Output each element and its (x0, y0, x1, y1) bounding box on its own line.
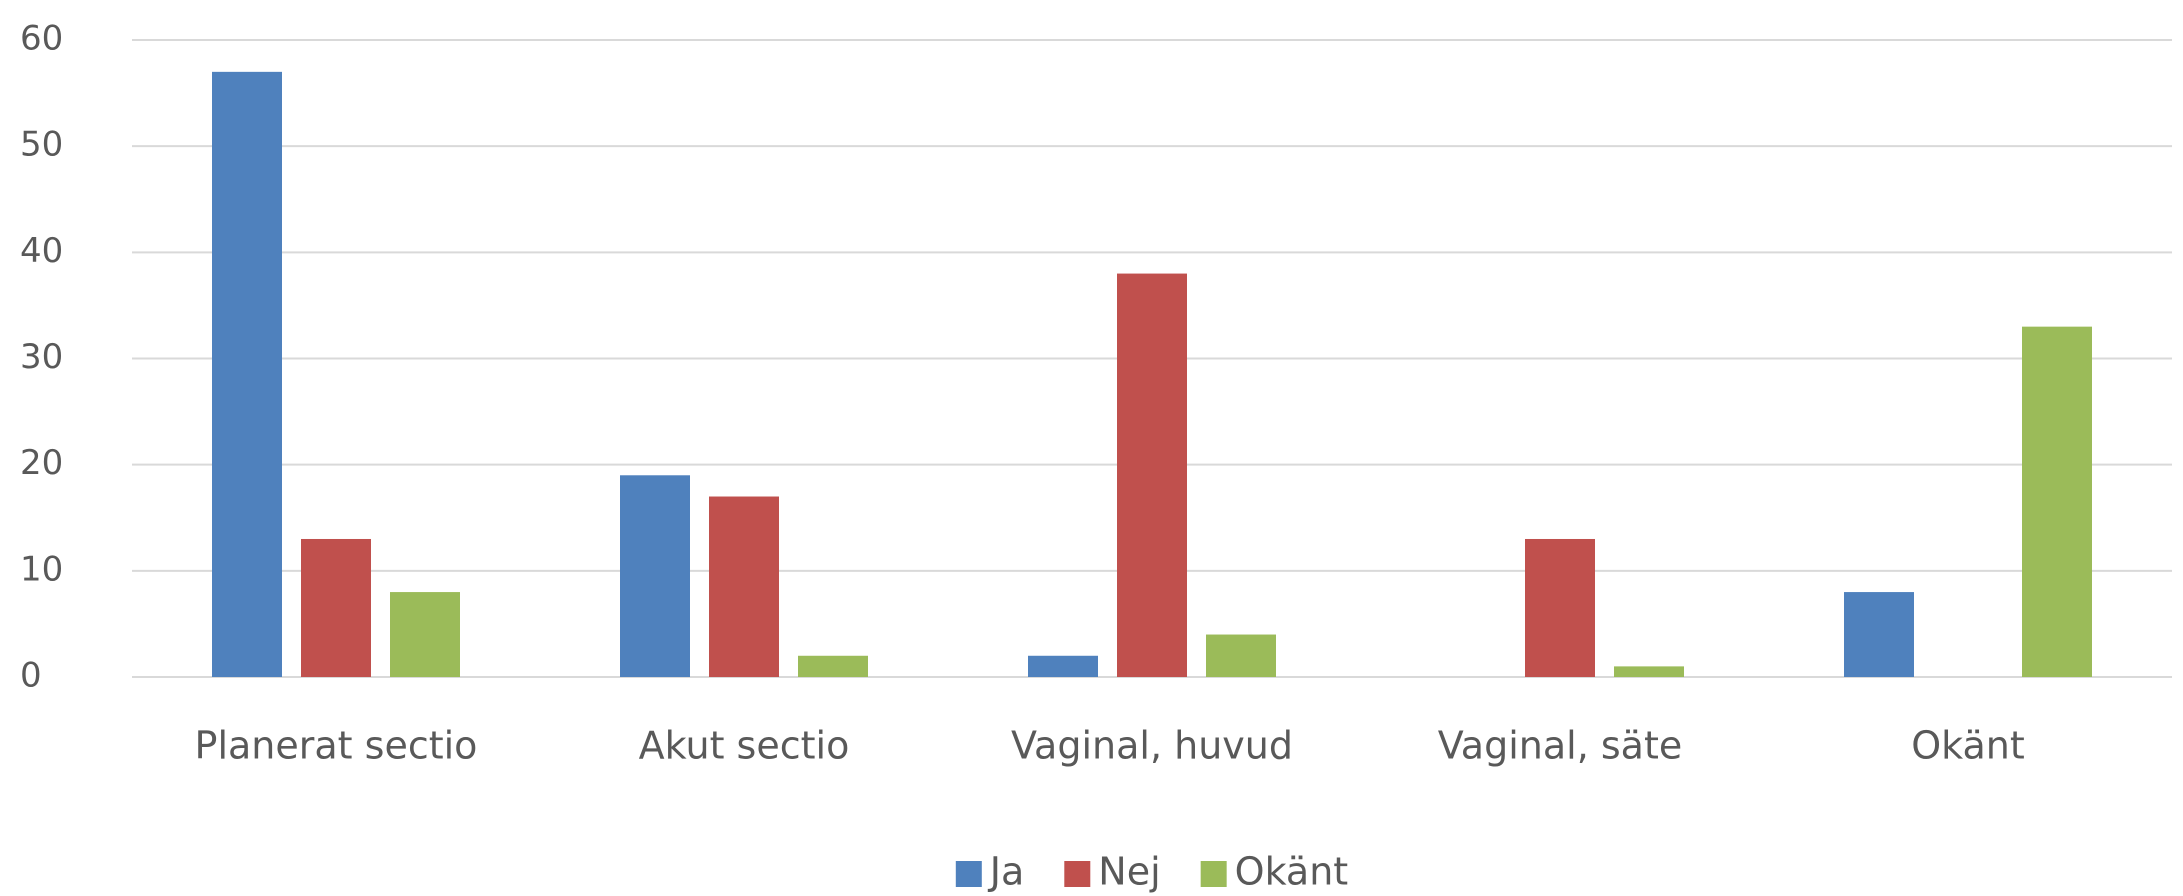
bar (1525, 538, 1595, 677)
y-tick-label: 30 (20, 337, 63, 377)
bar (1844, 592, 1914, 677)
bar (620, 475, 690, 677)
legend-label: Nej (1098, 850, 1160, 894)
bar (212, 71, 282, 678)
bar (1117, 273, 1187, 677)
x-tick-label: Vaginal, säte (1438, 724, 1682, 768)
y-tick-label: 40 (20, 231, 63, 271)
x-tick-label: Okänt (1911, 724, 2025, 768)
legend-label: Okänt (1235, 850, 1349, 894)
legend-swatch (955, 861, 982, 887)
bar (1614, 666, 1684, 677)
bar (390, 592, 460, 677)
bar (798, 655, 868, 677)
legend-label: Ja (988, 850, 1025, 894)
y-tick-label: 0 (20, 656, 42, 696)
bar (301, 538, 371, 677)
x-tick-label: Akut sectio (639, 724, 850, 768)
y-tick-label: 20 (20, 443, 63, 483)
y-tick-label: 10 (20, 549, 63, 589)
x-tick-label: Vaginal, huvud (1011, 724, 1293, 768)
y-tick-label: 50 (20, 125, 63, 165)
y-tick-label: 60 (20, 19, 63, 59)
x-tick-label: Planerat sectio (195, 724, 478, 768)
legend-swatch (1064, 861, 1091, 887)
bar (1206, 634, 1276, 677)
bar (709, 496, 779, 677)
legend-swatch (1200, 861, 1227, 887)
bar (2022, 326, 2092, 677)
bar (1028, 655, 1098, 677)
